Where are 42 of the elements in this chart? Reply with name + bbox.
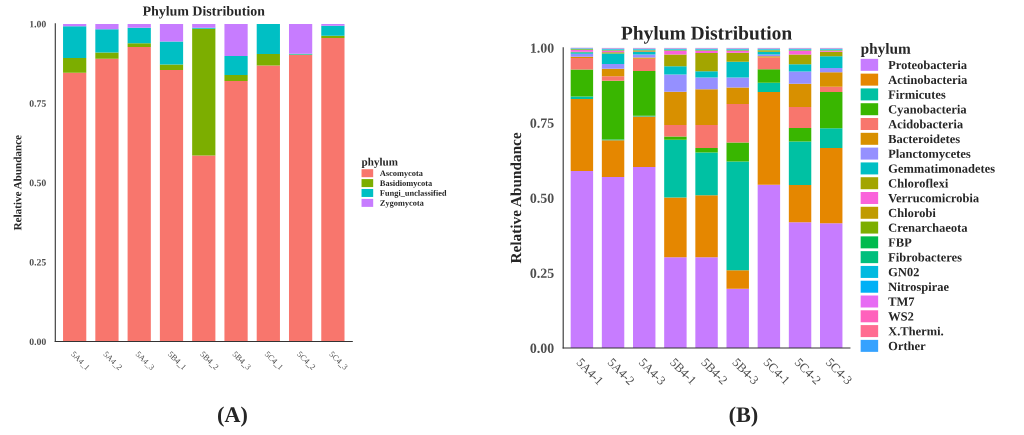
legend-label: Zygomycota (380, 200, 424, 208)
legend-label: Ascomycota (379, 170, 423, 178)
legend-label: Firmicutes (888, 89, 946, 99)
y-tick-label: 0.75 (530, 118, 554, 128)
chart-title: Phylum Distribution (142, 5, 265, 19)
legend-label: Gemmatimonadetes (888, 164, 995, 173)
legend-label: Cyanobacteria (888, 104, 967, 117)
y-tick-label: 1.00 (530, 43, 554, 53)
legend-label: WS2 (888, 312, 914, 321)
legend-title: phylum (860, 43, 911, 57)
y-tick-label: 0.50 (29, 179, 46, 187)
y-axis-title: Relative Abundance (13, 135, 22, 231)
legend-label: Crenarchaeota (888, 223, 968, 232)
y-tick-label: 0.25 (29, 259, 46, 266)
legend-label: Verrucomicrobia (888, 193, 979, 203)
legend-label: Acidobacteria (888, 119, 963, 129)
legend-label: TM7 (888, 297, 915, 306)
y-tick-label: 0.00 (530, 343, 554, 354)
legend-label: FBP (888, 238, 912, 247)
text: (B) (729, 406, 758, 427)
chart-title: Phylum Distribution (621, 26, 792, 44)
legend-label: Orther (888, 341, 926, 351)
legend-label: Basidiomycota (380, 180, 433, 188)
legend-label: X.Thermi. (888, 326, 944, 336)
y-tick-label: 0.75 (29, 100, 46, 107)
y-tick-label: 0.50 (530, 193, 554, 203)
legend-label: Bacteroidetes (888, 134, 960, 144)
legend-label: Chlorobi (888, 208, 936, 218)
y-tick-label: 0.25 (530, 268, 554, 278)
y-tick-label: 1.00 (30, 20, 46, 28)
legend-label: Actinobacteria (888, 75, 968, 84)
legend-title: phylum (361, 157, 398, 168)
y-tick-label: 0.00 (29, 338, 46, 345)
legend-label: Planctomycetes (888, 149, 971, 161)
legend-label: GN02 (888, 267, 919, 277)
legend-label: Proteobacteria (888, 60, 967, 70)
legend-label: Fungi_unclassified (380, 189, 447, 198)
legend-label: Fibrobacteres (888, 252, 962, 262)
text: (A) (218, 406, 247, 427)
legend-label: Nitrospirae (888, 282, 949, 294)
y-axis-title: Relative Abundance (510, 132, 522, 264)
legend-label: Chloroflexi (888, 178, 949, 188)
